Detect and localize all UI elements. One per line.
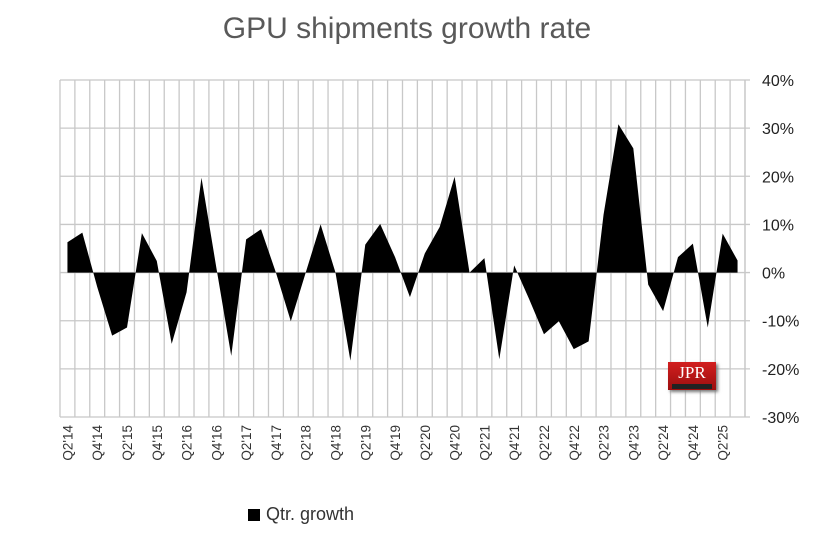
x-tick-label: Q2'14 — [60, 425, 75, 461]
x-tick-label: Q2'19 — [358, 425, 373, 461]
x-tick-label: Q4'20 — [448, 425, 463, 461]
x-tick-label: Q4'22 — [567, 425, 582, 461]
y-tick-label: -10% — [762, 314, 799, 331]
x-tick-label: Q4'14 — [90, 425, 105, 461]
x-tick-label: Q2'20 — [418, 425, 433, 461]
x-tick-label: Q4'23 — [626, 425, 641, 461]
x-tick-label: Q2'23 — [597, 425, 612, 461]
y-tick-label: 20% — [762, 169, 794, 186]
x-tick-label: Q2'22 — [537, 425, 552, 461]
y-tick-label: 40% — [762, 73, 794, 90]
y-tick-label: 0% — [762, 266, 785, 283]
x-tick-label: Q2'16 — [180, 425, 195, 461]
x-tick-label: Q2'21 — [477, 425, 492, 461]
x-tick-label: Q2'25 — [716, 425, 731, 461]
x-tick-label: Q4'18 — [328, 425, 343, 461]
x-tick-label: Q4'19 — [388, 425, 403, 461]
x-tick-label: Q4'24 — [686, 425, 701, 461]
jpr-logo: JPR — [668, 362, 716, 390]
chart-title: GPU shipments growth rate — [222, 12, 592, 45]
x-tick-label: Q2'17 — [239, 425, 254, 461]
legend-label: Qtr. growth — [266, 504, 355, 524]
y-tick-label: -30% — [762, 410, 799, 427]
x-tick-label: Q2'18 — [299, 425, 314, 461]
area-series-qtr-growth — [67, 124, 738, 361]
y-tick-label: -20% — [762, 362, 799, 379]
x-tick-label: Q4'15 — [150, 425, 165, 461]
legend-swatch — [248, 508, 260, 521]
y-tick-label: 30% — [762, 121, 794, 138]
x-tick-label: Q2'24 — [656, 425, 671, 461]
legend: Qtr. growth — [248, 504, 354, 525]
x-tick-label: Q4'17 — [269, 425, 284, 461]
x-tick-label: Q4'21 — [507, 425, 522, 461]
x-tick-label: Q2'15 — [120, 425, 135, 461]
x-tick-label: Q4'16 — [209, 425, 224, 461]
y-tick-label: 10% — [762, 217, 794, 234]
